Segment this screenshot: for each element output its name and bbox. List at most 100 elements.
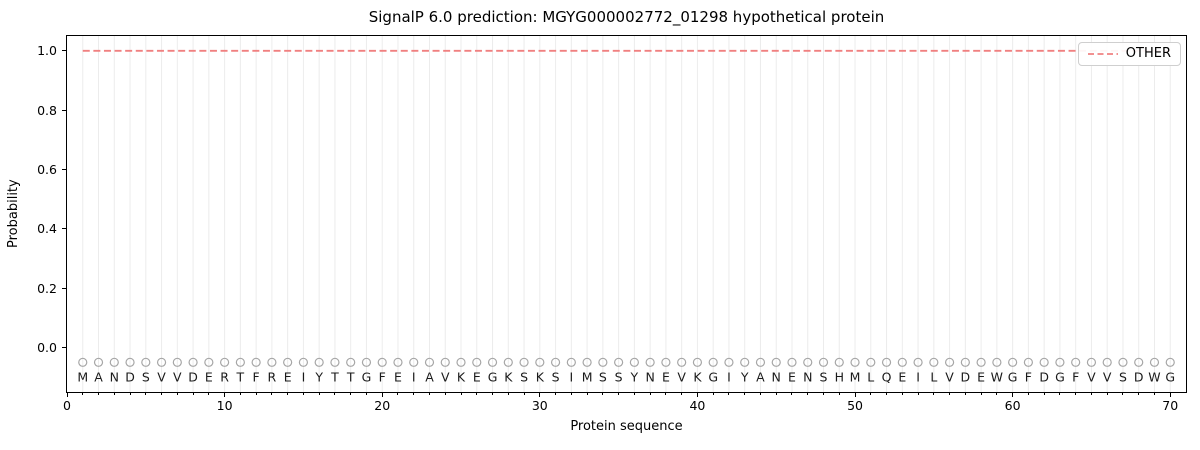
residue-marker-circle [803, 357, 813, 367]
x-minor-tick-mark [145, 392, 147, 395]
residue-letter: E [473, 370, 481, 385]
x-minor-tick-mark [1043, 392, 1045, 395]
residue-letter: W [1148, 370, 1160, 385]
x-minor-tick-mark [681, 392, 683, 395]
residue-letter: E [898, 370, 906, 385]
residue-letter: T [330, 370, 339, 385]
x-minor-tick-mark [161, 392, 163, 395]
x-minor-tick-mark [1075, 392, 1077, 395]
x-minor-tick-mark [949, 392, 951, 395]
residue-marker-circle [456, 357, 466, 367]
residue-marker-circle [1008, 357, 1018, 367]
residue-letter: I [569, 370, 573, 385]
residue-marker-circle [298, 357, 309, 367]
residue-letter: W [991, 370, 1003, 385]
x-minor-tick-mark [618, 392, 620, 395]
y-tick-label: 0.2 [37, 280, 57, 296]
residue-letter: G [488, 370, 498, 385]
residue-marker-circle [109, 357, 119, 367]
x-tick-label: 50 [847, 398, 863, 413]
residue-letter: T [346, 370, 355, 385]
x-minor-tick-mark [476, 392, 478, 395]
x-minor-tick-mark [870, 392, 872, 395]
x-minor-tick-mark [82, 392, 84, 395]
x-minor-tick-mark [129, 392, 131, 395]
residue-marker-circle [708, 357, 718, 367]
residue-marker-circle [1039, 357, 1049, 367]
x-minor-tick-mark [665, 392, 667, 395]
residue-marker-circle [818, 357, 829, 367]
residue-letter: N [110, 370, 119, 385]
residue-marker-circle [330, 357, 340, 367]
residue-marker-circle [235, 357, 245, 367]
residue-marker-circle [314, 357, 324, 367]
residue-letter: L [930, 370, 937, 385]
x-minor-tick-mark [917, 392, 919, 395]
y-tick-label: 1.0 [37, 43, 57, 59]
chart-title: SignalP 6.0 prediction: MGYG000002772_01… [368, 8, 885, 26]
residue-marker-circle [472, 357, 482, 367]
residue-marker-circle [251, 357, 261, 367]
x-minor-tick-mark [602, 392, 604, 395]
x-minor-tick-mark [365, 392, 367, 395]
x-minor-tick-mark [980, 392, 982, 395]
x-minor-tick-mark [98, 392, 100, 395]
y-tick-mark [62, 50, 67, 52]
x-minor-tick-mark [113, 392, 115, 395]
x-minor-tick-mark [255, 392, 257, 395]
residue-letter: E [284, 370, 292, 385]
residue-letter: V [157, 370, 166, 385]
residue-marker-circle [377, 357, 387, 367]
y-tick-label: 0.0 [37, 340, 57, 355]
residue-letter: K [693, 370, 702, 385]
residue-letter: G [708, 370, 718, 385]
x-minor-tick-mark [823, 392, 824, 395]
x-tick-mark [66, 392, 68, 397]
residue-letter: I [727, 370, 731, 385]
x-minor-tick-mark [176, 392, 178, 395]
x-minor-tick-mark [586, 392, 588, 395]
residue-marker-circle [755, 357, 766, 367]
residue-letter: S [552, 370, 560, 385]
residue-marker-circle [677, 357, 687, 367]
residue-marker-circle [929, 357, 939, 367]
residue-marker-circle [692, 357, 703, 367]
residue-marker-circle [424, 357, 435, 367]
y-tick-mark [62, 228, 67, 230]
x-minor-tick-mark [1122, 392, 1124, 395]
residue-letter: M [850, 370, 861, 385]
residue-letter: N [772, 370, 781, 385]
residue-letter: K [536, 370, 545, 385]
residue-letter: A [425, 370, 434, 385]
residue-letter: K [457, 370, 466, 385]
residue-letter: N [645, 370, 654, 385]
residue-letter: F [253, 370, 260, 385]
residue-letter: D [188, 370, 198, 385]
residue-letter: M [582, 370, 593, 385]
residue-marker-circle [267, 357, 277, 367]
residue-marker-circle [645, 357, 655, 367]
x-minor-tick-mark [901, 392, 903, 395]
residue-letter: E [662, 370, 670, 385]
x-minor-tick-mark [886, 392, 888, 395]
x-minor-tick-mark [334, 392, 336, 395]
residue-letter: Y [314, 370, 323, 385]
residue-letter: I [916, 370, 920, 385]
residue-marker-circle [440, 357, 450, 367]
residue-marker-circle [487, 357, 498, 367]
x-tick-mark [1012, 392, 1014, 397]
residue-letter: D [1134, 370, 1144, 385]
residue-letter: V [945, 370, 954, 385]
residue-letter: V [1103, 370, 1112, 385]
x-minor-tick-mark [712, 392, 714, 395]
x-minor-tick-mark [507, 392, 509, 395]
residue-marker-circle [740, 357, 750, 367]
residue-marker-circle [1102, 357, 1112, 367]
x-minor-tick-mark [1106, 392, 1108, 395]
residue-letter: I [302, 370, 306, 385]
residue-marker-circle [1149, 357, 1160, 367]
residue-letter: S [599, 370, 607, 385]
